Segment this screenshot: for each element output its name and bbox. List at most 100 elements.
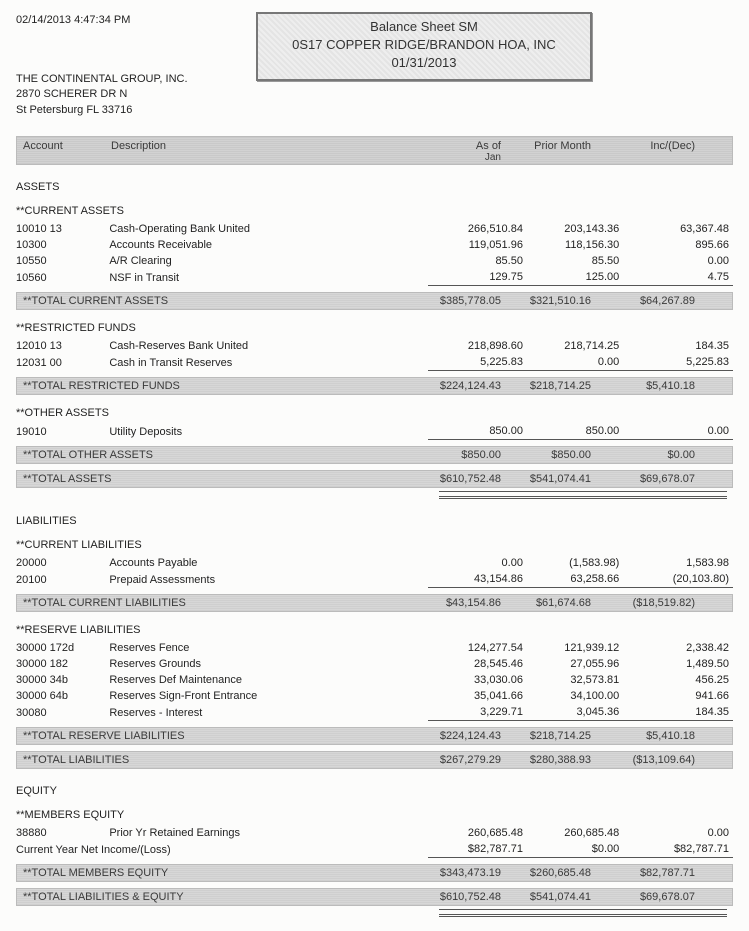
row-v2: 121,939.12	[523, 640, 633, 656]
row-desc: A/R Clearing	[109, 253, 427, 269]
section-grand-total-band: **TOTAL ASSETS $610,752.48 $541,074.41 $…	[16, 470, 733, 488]
row-desc: Prior Yr Retained Earnings	[109, 825, 427, 841]
row-v3: 941.66	[633, 688, 733, 704]
total-v3: $0.00	[605, 449, 699, 461]
table-row: 30000 172d Reserves Fence 124,277.54 121…	[16, 640, 733, 656]
total-v3: $64,267.89	[605, 295, 699, 307]
row-v3: 4.75	[633, 269, 733, 286]
row-v2: 3,045.36	[523, 704, 633, 721]
row-desc: Reserves Fence	[109, 640, 427, 656]
total-v2: $321,510.16	[501, 295, 605, 307]
row-v1: 0.00	[428, 555, 523, 571]
total-v2: $541,074.41	[501, 473, 605, 485]
table-row: 12031 00 Cash in Transit Reserves 5,225.…	[16, 354, 733, 371]
total-label: **TOTAL MEMBERS EQUITY	[23, 867, 411, 879]
row-v1: 850.00	[428, 423, 523, 440]
row-v3: 0.00	[633, 253, 733, 269]
subsection-title: **CURRENT LIABILITIES	[16, 539, 733, 551]
row-v3: 895.66	[633, 237, 733, 253]
group-total-band: **TOTAL CURRENT ASSETS $385,778.05 $321,…	[16, 292, 733, 310]
line-table: 10010 13 Cash-Operating Bank United 266,…	[16, 221, 733, 286]
row-v2: 203,143.36	[523, 221, 633, 237]
total-v2: $280,388.93	[501, 754, 605, 766]
subsection-title: **CURRENT ASSETS	[16, 205, 733, 217]
line-table: 30000 172d Reserves Fence 124,277.54 121…	[16, 640, 733, 721]
row-v1: 260,685.48	[428, 825, 523, 841]
table-row: 30000 64b Reserves Sign-Front Entrance 3…	[16, 688, 733, 704]
table-row: 19010 Utility Deposits 850.00 850.00 0.0…	[16, 423, 733, 440]
col-prior: Prior Month	[501, 140, 605, 152]
group-total-band: **TOTAL OTHER ASSETS $850.00 $850.00 $0.…	[16, 446, 733, 464]
total-v1: $267,279.29	[411, 754, 501, 766]
row-desc: Accounts Payable	[109, 555, 427, 571]
row-v3: 456.25	[633, 672, 733, 688]
group-total-band: **TOTAL CURRENT LIABILITIES $43,154.86 $…	[16, 594, 733, 612]
row-v3: 0.00	[633, 825, 733, 841]
double-underline	[16, 909, 733, 917]
col-incdec: Inc/(Dec)	[605, 140, 699, 152]
company-addr1: 2870 SCHERER DR N	[16, 87, 733, 102]
row-v1: $82,787.71	[428, 841, 523, 858]
total-label: **TOTAL LIABILITIES	[23, 754, 411, 766]
row-acct: 19010	[16, 423, 109, 440]
total-label: **TOTAL CURRENT LIABILITIES	[23, 597, 411, 609]
row-v3: 0.00	[633, 423, 733, 440]
row-v3: $82,787.71	[633, 841, 733, 858]
row-v2: 63,258.66	[523, 571, 633, 588]
report-body: ASSETS **CURRENT ASSETS 10010 13 Cash-Ope…	[16, 181, 733, 917]
company-addr2: St Petersburg FL 33716	[16, 103, 733, 118]
row-acct: 10010 13	[16, 221, 109, 237]
group-total-band: **TOTAL MEMBERS EQUITY $343,473.19 $260,…	[16, 864, 733, 882]
total-label: **TOTAL RESERVE LIABILITIES	[23, 730, 411, 742]
row-desc: Reserves Sign-Front Entrance	[109, 688, 427, 704]
total-v3: $69,678.07	[605, 891, 699, 903]
table-row: 38880 Prior Yr Retained Earnings 260,685…	[16, 825, 733, 841]
total-v3: $82,787.71	[605, 867, 699, 879]
row-acct: 20100	[16, 571, 109, 588]
row-acct: 12031 00	[16, 354, 109, 371]
row-acct: 30000 34b	[16, 672, 109, 688]
line-table: 20000 Accounts Payable 0.00 (1,583.98) 1…	[16, 555, 733, 588]
total-v3: $5,410.18	[605, 380, 699, 392]
table-row: 30080 Reserves - Interest 3,229.71 3,045…	[16, 704, 733, 721]
row-acct: 30000 182	[16, 656, 109, 672]
row-v2: 118,156.30	[523, 237, 633, 253]
section-title: LIABILITIES	[16, 515, 733, 527]
row-v3: 2,338.42	[633, 640, 733, 656]
section-title: ASSETS	[16, 181, 733, 193]
total-v2: $541,074.41	[501, 891, 605, 903]
table-row: 20100 Prepaid Assessments 43,154.86 63,2…	[16, 571, 733, 588]
total-label: **TOTAL RESTRICTED FUNDS	[23, 380, 411, 392]
total-v1: $610,752.48	[411, 473, 501, 485]
col-account: Account	[23, 140, 111, 152]
row-acct: 20000	[16, 555, 109, 571]
row-v2: 850.00	[523, 423, 633, 440]
row-v2: 32,573.81	[523, 672, 633, 688]
total-label: **TOTAL OTHER ASSETS	[23, 449, 411, 461]
row-v1: 85.50	[428, 253, 523, 269]
row-desc: Accounts Receivable	[109, 237, 427, 253]
section-grand-total-band: **TOTAL LIABILITIES & EQUITY $610,752.48…	[16, 888, 733, 906]
row-v3: 5,225.83	[633, 354, 733, 371]
row-v3: 184.35	[633, 704, 733, 721]
row-v2: 0.00	[523, 354, 633, 371]
group-total-band: **TOTAL RESERVE LIABILITIES $224,124.43 …	[16, 727, 733, 745]
row-v2: 34,100.00	[523, 688, 633, 704]
row-v1: 35,041.66	[428, 688, 523, 704]
table-row: Current Year Net Income/(Loss) $82,787.7…	[16, 841, 733, 858]
table-row: 10010 13 Cash-Operating Bank United 266,…	[16, 221, 733, 237]
row-v3: 63,367.48	[633, 221, 733, 237]
row-desc: Current Year Net Income/(Loss)	[16, 841, 428, 858]
row-v1: 129.75	[428, 269, 523, 286]
table-row: 12010 13 Cash-Reserves Bank United 218,8…	[16, 338, 733, 354]
row-v3: 1,489.50	[633, 656, 733, 672]
row-desc: Reserves - Interest	[109, 704, 427, 721]
table-row: 10560 NSF in Transit 129.75 125.00 4.75	[16, 269, 733, 286]
row-acct: 10560	[16, 269, 109, 286]
total-v1: $224,124.43	[411, 730, 501, 742]
col-description: Description	[111, 140, 411, 152]
row-v1: 218,898.60	[428, 338, 523, 354]
row-v1: 266,510.84	[428, 221, 523, 237]
table-row: 10300 Accounts Receivable 119,051.96 118…	[16, 237, 733, 253]
section-title: EQUITY	[16, 785, 733, 797]
